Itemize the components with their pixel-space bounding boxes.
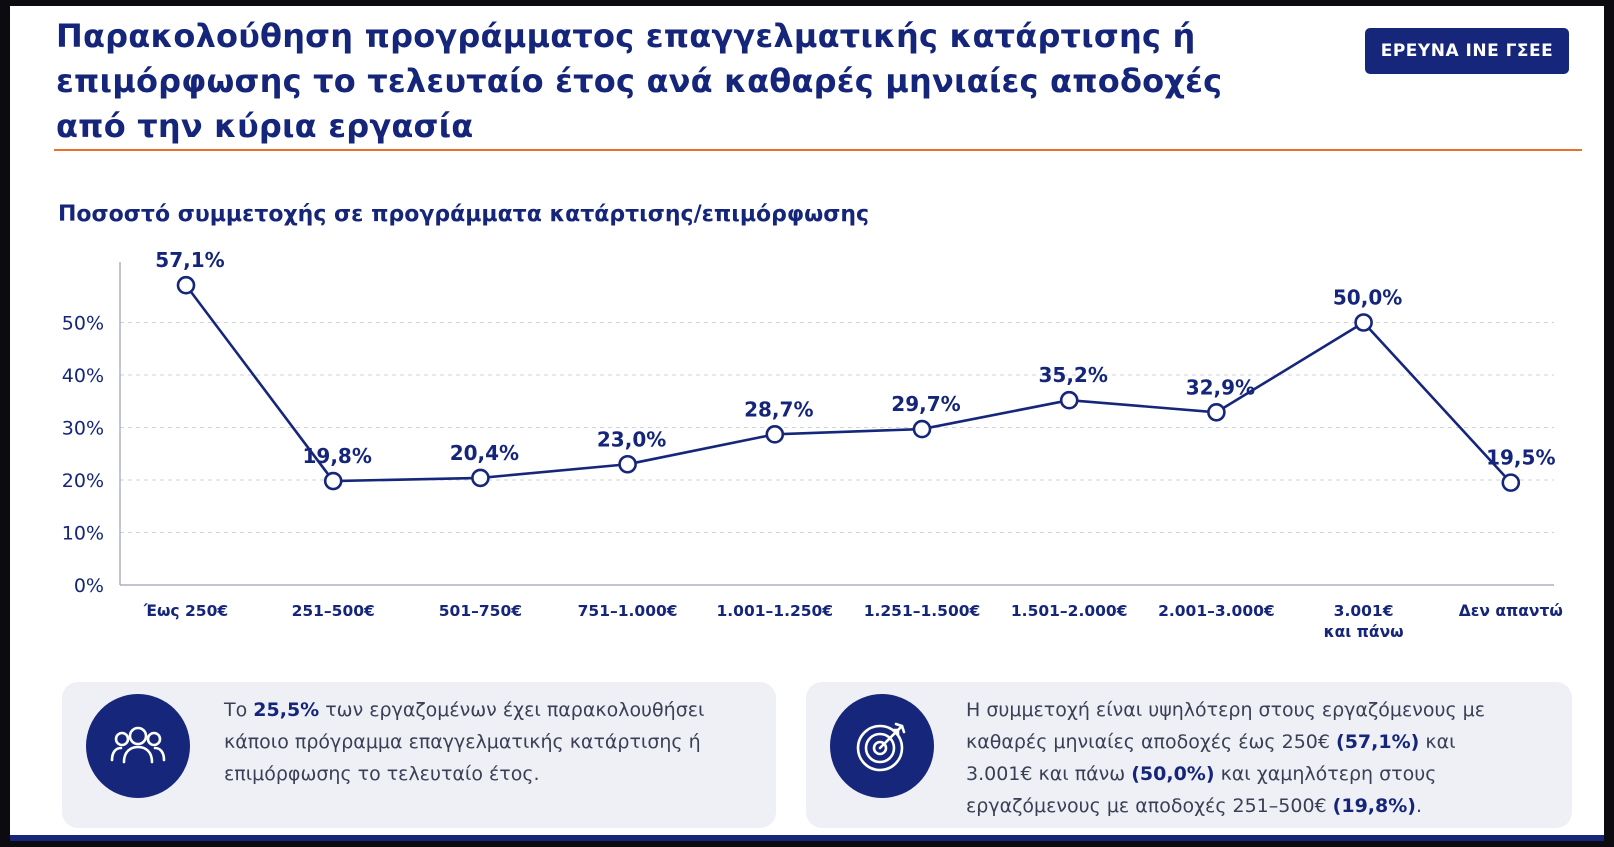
people-group-icon: [86, 694, 190, 798]
data-label: 19,5%: [1486, 446, 1555, 470]
page-title: Παρακολούθηση προγράμματος επαγγελματική…: [56, 14, 1256, 149]
data-point: [765, 425, 785, 444]
x-tick-label: και πάνω: [1324, 623, 1404, 641]
x-tick-label: Έως 250€: [143, 602, 228, 620]
data-label: 57,1%: [155, 248, 224, 272]
data-point: [618, 454, 637, 474]
title-divider: [54, 149, 1582, 151]
highlight-value: 25,5%: [253, 699, 320, 721]
data-point: [912, 419, 932, 439]
x-tick-label: 3.001€: [1334, 602, 1394, 620]
data-label: 20,4%: [450, 441, 519, 465]
x-tick-label: 2.001–3.000€: [1158, 602, 1275, 620]
y-tick-label: 40%: [62, 365, 104, 387]
info-card-highlights: Η συμμετοχή είναι υψηλότερη στους εργαζό…: [806, 682, 1572, 828]
card-text-segment: των εργαζομένων έχει παρακολουθήσει κάπο…: [224, 699, 705, 785]
series-line: [184, 284, 1512, 484]
card-text-participation: Το 25,5% των εργαζομένων έχει παρακολουθ…: [224, 694, 744, 790]
x-tick-label: 751–1.000€: [578, 602, 678, 620]
card-text-highlights: Η συμμετοχή είναι υψηλότερη στους εργαζό…: [966, 694, 1526, 822]
y-tick-label: 0%: [74, 575, 104, 597]
data-label: 29,7%: [891, 392, 960, 416]
data-label: 28,7%: [744, 397, 813, 421]
data-point: [1354, 313, 1373, 332]
line-chart: 0% 10% 20% 30% 40% 50% 57,1% 19,8% 20,4% 23,0% 28,…: [62, 248, 1563, 641]
y-tick-label: 20%: [62, 470, 104, 492]
x-tick-label: 1.251–1.500€: [864, 602, 981, 620]
chart-title: Ποσοστό συμμετοχής σε προγράμματα κατάρτ…: [58, 202, 870, 227]
highlight-value: (50,0%): [1131, 763, 1215, 785]
data-label: 50,0%: [1333, 286, 1402, 310]
y-tick-label: 30%: [62, 418, 104, 440]
highlight-value: (57,1%): [1336, 731, 1420, 753]
data-label: 32,9%: [1186, 375, 1255, 399]
bottom-band: [10, 835, 1604, 841]
data-point: [176, 275, 196, 295]
title-line: επιμόρφωσης το τελευταίο έτος ανά καθαρέ…: [56, 62, 1223, 100]
data-label: 35,2%: [1039, 363, 1108, 387]
data-point: [471, 468, 490, 488]
data-label: 19,8%: [303, 444, 372, 468]
data-point: [323, 471, 343, 491]
data-point: [1207, 402, 1226, 422]
data-point: [1501, 473, 1521, 492]
x-tick-label: 1.001–1.250€: [717, 602, 834, 620]
data-point: [1059, 390, 1079, 410]
x-tick-label: 251–500€: [292, 602, 375, 620]
title-line: από την κύρια εργασία: [56, 107, 474, 145]
source-badge: ΕΡΕΥΝΑ ΙΝΕ ΓΣΕΕ: [1365, 28, 1569, 74]
x-tick-label: 1.501–2.000€: [1011, 602, 1128, 620]
title-line: Παρακολούθηση προγράμματος επαγγελματική…: [56, 17, 1196, 55]
target-icon: [830, 694, 934, 798]
y-tick-label: 10%: [62, 523, 104, 545]
highlight-value: (19,8%): [1332, 795, 1416, 817]
card-text-segment: και χαμηλότερη στους εργαζόμενους με απο…: [966, 763, 1437, 817]
card-text-segment: και 3.001€ και πάνω: [966, 731, 1456, 785]
card-text-segment: .: [1415, 795, 1423, 817]
info-card-participation: Το 25,5% των εργαζομένων έχει παρακολουθ…: [62, 682, 776, 828]
card-text-segment: Η συμμετοχή είναι υψηλότερη στους εργαζό…: [966, 699, 1486, 753]
x-tick-label: 501–750€: [439, 602, 522, 620]
card-text-segment: Το: [224, 699, 254, 721]
x-tick-label: Δεν απαντώ: [1459, 602, 1563, 620]
slide: Παρακολούθηση προγράμματος επαγγελματική…: [10, 6, 1604, 841]
data-label: 23,0%: [597, 427, 666, 451]
y-tick-label: 50%: [62, 313, 104, 335]
